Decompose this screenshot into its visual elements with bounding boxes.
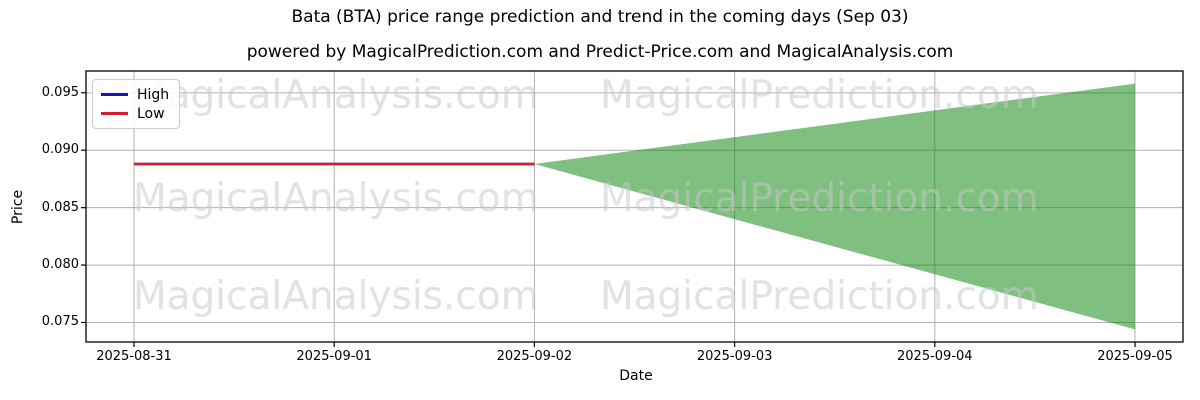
legend: High Low [92,79,181,129]
x-tick-label: 2025-09-02 [496,349,573,364]
legend-entry-high: High [101,85,169,104]
legend-label-high: High [137,86,170,103]
x-tick-label: 2025-08-31 [96,349,172,364]
high-line-swatch [101,93,128,96]
prediction-band [534,83,1135,330]
y-tick-label: 0.080 [41,257,79,273]
y-tick-label: 0.085 [41,199,79,215]
chart-title: Bata (BTA) price range prediction and tr… [291,7,909,27]
low-line-swatch [101,112,128,115]
x-tick-label: 2025-09-05 [1097,349,1173,364]
x-tick-label: 2025-09-04 [897,349,973,364]
legend-label-low: Low [137,105,165,122]
legend-entry-low: Low [101,104,169,123]
y-tick-label: 0.095 [41,84,79,100]
plot-border [85,70,1184,343]
y-tick-label: 0.090 [41,142,79,158]
chart-subtitle: powered by MagicalPrediction.com and Pre… [246,42,954,62]
x-axis-label: Date [619,368,653,384]
x-tick-label: 2025-09-01 [296,349,372,364]
y-tick-label: 0.075 [41,314,79,330]
x-tick-label: 2025-09-03 [696,349,773,364]
